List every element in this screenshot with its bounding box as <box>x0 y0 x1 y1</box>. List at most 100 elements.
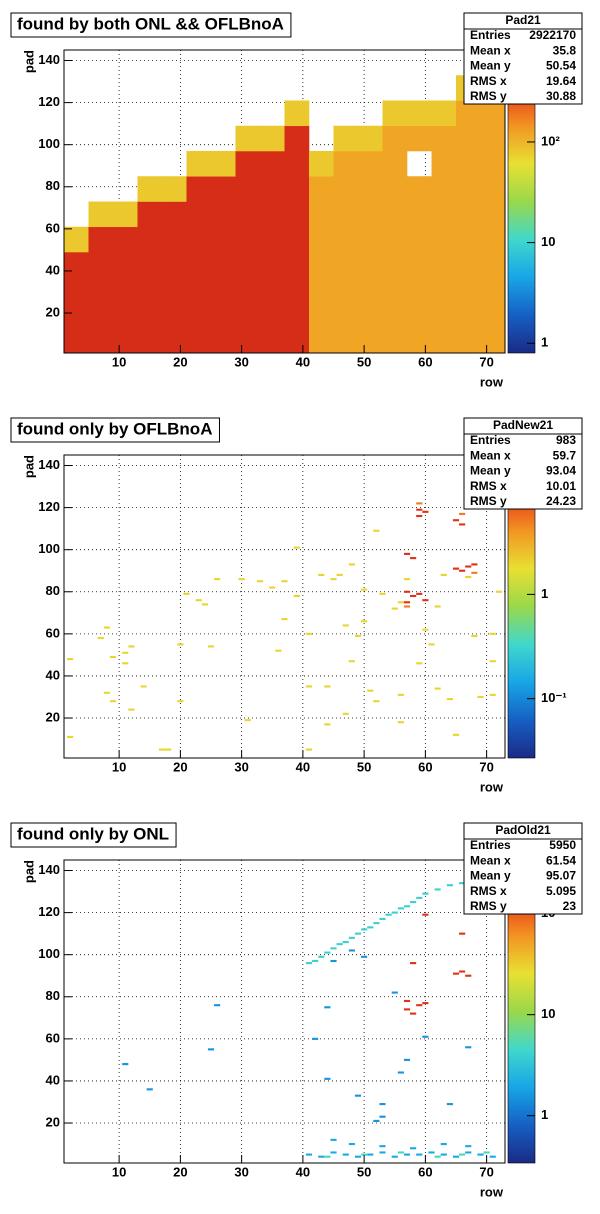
bin-cell <box>452 519 460 522</box>
bin-cell <box>348 1143 355 1146</box>
bin-cell <box>165 748 172 751</box>
y-tick-label: 40 <box>46 262 60 277</box>
plot-frame <box>63 859 506 1164</box>
heatmap-cell <box>456 226 481 253</box>
bin-cell <box>330 578 337 581</box>
heatmap-cell <box>382 302 408 329</box>
bin-cell <box>281 618 288 621</box>
chart-title: found only by OFLBnoA <box>17 419 212 438</box>
heatmap-cell <box>235 327 261 354</box>
heatmap-cell <box>137 327 163 354</box>
z-tick-label: 10 <box>541 1006 555 1021</box>
bin-cell <box>305 962 313 965</box>
bin-cell <box>293 594 300 598</box>
x-tick-label: 10 <box>112 759 126 774</box>
heatmap-cell <box>358 151 383 177</box>
heatmap-cell <box>480 277 506 303</box>
bin-cell <box>336 573 343 576</box>
title-box <box>10 417 220 443</box>
heatmap-cell <box>186 327 212 354</box>
bin-cell <box>410 901 417 904</box>
bin-cell <box>391 1155 398 1158</box>
heatmap-cell <box>162 302 187 329</box>
bin-cell <box>195 599 202 602</box>
bin-cell <box>428 643 435 646</box>
stats-label: Entries <box>470 838 511 852</box>
bin-cell <box>434 888 441 891</box>
bin-cell <box>422 1035 429 1038</box>
heatmap-cell <box>235 151 261 177</box>
x-tick-label: 40 <box>296 354 310 369</box>
y-tick-label: 20 <box>46 304 60 319</box>
z-tick-label: 1 <box>541 1107 548 1122</box>
heatmap-cell <box>88 252 114 278</box>
bin-cell <box>67 735 74 739</box>
heatmap-cell <box>407 176 432 202</box>
heatmap-cell <box>211 302 236 329</box>
stats-label: RMS x <box>470 884 507 898</box>
bin-cell <box>128 708 135 711</box>
heatmap-cell <box>211 151 236 177</box>
heatmap-cell <box>358 277 383 303</box>
bin-cell <box>410 594 417 598</box>
bin-cell <box>354 634 362 638</box>
x-tick-label: 40 <box>296 1164 310 1179</box>
bin-cell <box>275 649 282 652</box>
bin-cell <box>495 590 502 593</box>
heatmap-cell <box>333 151 359 177</box>
y-tick-label: 140 <box>38 862 60 877</box>
x-tick-label: 20 <box>173 1164 187 1179</box>
heatmap-cell <box>162 176 187 202</box>
heatmap-cell <box>456 302 481 329</box>
bin-cell <box>361 1153 368 1156</box>
heatmap-cell <box>284 176 310 202</box>
heatmap-cell <box>456 327 481 354</box>
heatmap-cell <box>235 302 261 329</box>
y-tick-label: 20 <box>46 709 60 724</box>
heatmap-cell <box>431 176 457 202</box>
x-axis-label: row <box>480 779 504 794</box>
heatmap-cell <box>186 277 212 303</box>
bin-cell <box>489 693 496 696</box>
bin-cell <box>410 1147 417 1150</box>
bin-cell <box>348 563 355 566</box>
z-tick-label: 1 <box>541 586 548 601</box>
heatmap-cell <box>260 176 285 202</box>
bin-cell <box>471 563 478 566</box>
bin-cell <box>373 529 380 532</box>
heatmap-cell <box>260 327 285 354</box>
stats-value: 5950 <box>549 838 576 852</box>
bin-cell <box>397 693 404 696</box>
bin-cell <box>318 955 325 958</box>
y-tick-label: 60 <box>46 220 60 235</box>
heatmap-cell <box>431 277 457 303</box>
heatmap-cell <box>88 302 114 329</box>
stats-label: RMS y <box>470 494 507 508</box>
bin-cell <box>422 892 429 895</box>
heatmap-cell <box>284 277 310 303</box>
heatmap-cell <box>113 302 138 329</box>
stats-label: RMS x <box>470 74 507 88</box>
bin-cell <box>312 1037 319 1040</box>
bin-cell <box>440 573 447 576</box>
x-tick-label: 70 <box>479 354 493 369</box>
heatmap-cell <box>358 125 383 152</box>
heatmap-cell <box>431 252 457 278</box>
heatmap-cell <box>480 201 506 228</box>
heatmap-cell <box>480 252 506 278</box>
heatmap-cell <box>431 201 457 228</box>
bin-cell <box>361 928 368 931</box>
bin-cell <box>465 565 472 568</box>
heatmap-cell <box>260 226 285 253</box>
bin-cell <box>403 905 411 908</box>
heatmap-cell <box>333 327 359 354</box>
heatmap-cell <box>358 252 383 278</box>
stats-label: Mean x <box>470 448 511 462</box>
bin-cell <box>489 1155 496 1158</box>
z-tick-label: 10² <box>541 133 560 148</box>
heatmap-cell <box>113 277 138 303</box>
bin-cell <box>410 1012 417 1015</box>
stats-box <box>463 822 583 915</box>
bin-cell <box>459 569 466 572</box>
y-tick-label: 120 <box>38 499 60 514</box>
